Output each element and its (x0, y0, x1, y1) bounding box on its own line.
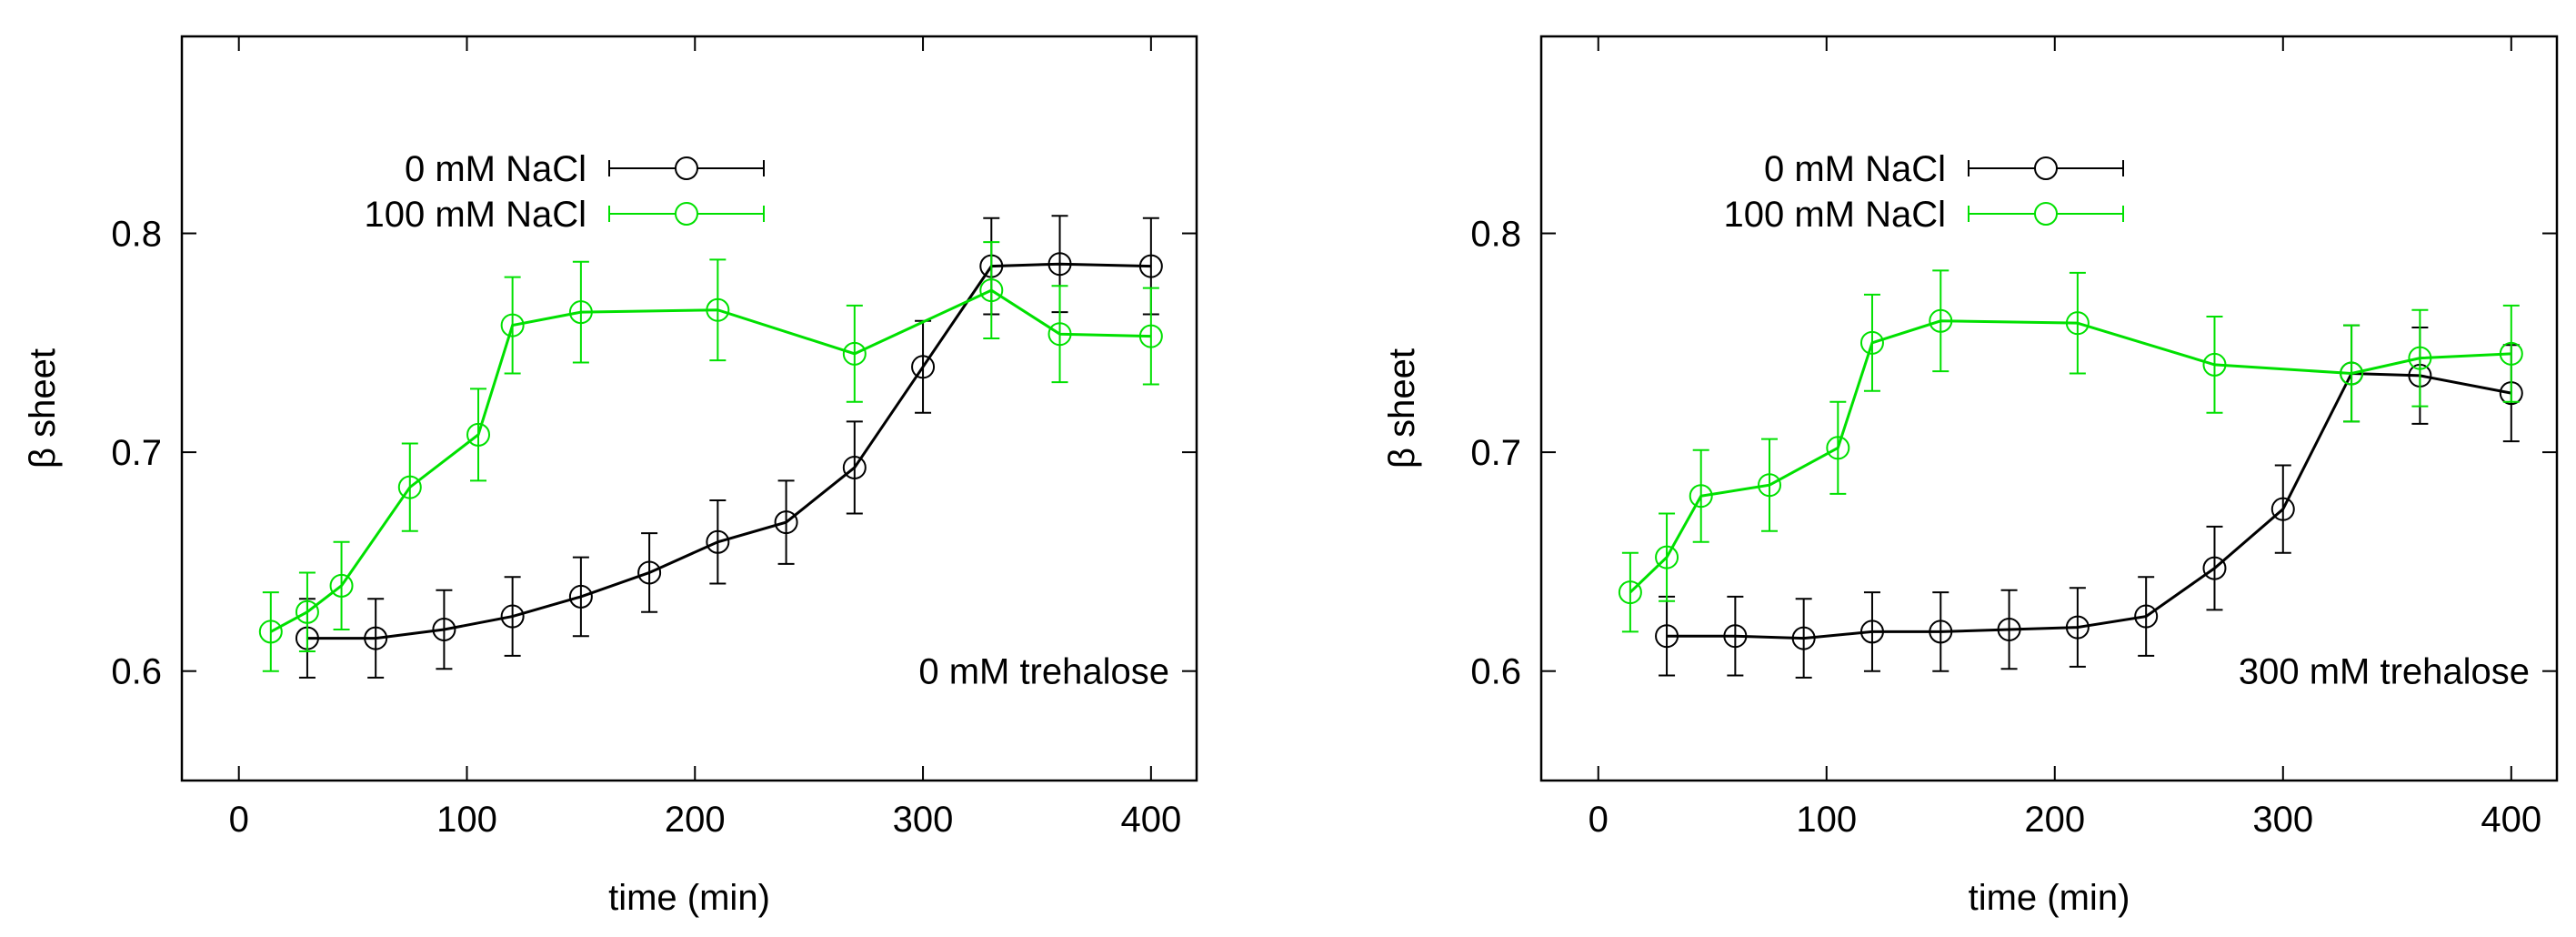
legend-label-1: 100 mM NaCl (364, 195, 586, 235)
series-0 (295, 215, 1163, 679)
series-0 (1655, 324, 2523, 679)
y-axis-label: β sheet (1382, 348, 1422, 468)
data-point (1689, 484, 1713, 509)
legend-marker (675, 202, 698, 226)
data-point (2065, 615, 2090, 640)
plot-frame (180, 35, 1198, 782)
series-line (1667, 371, 2512, 640)
legend-label-0: 0 mM NaCl (405, 149, 586, 189)
annotation-label: 300 mM trehalose (2239, 652, 2530, 692)
data-point (1791, 626, 1816, 650)
data-point (1138, 324, 1163, 348)
data-point (637, 560, 662, 585)
data-point (1859, 620, 1884, 644)
data-point (1047, 322, 1072, 347)
data-point (2202, 556, 2227, 580)
data-point (397, 475, 422, 499)
x-tick-label: 200 (2024, 800, 2085, 840)
data-point (1758, 473, 1782, 498)
data-point (706, 529, 730, 554)
chart-panel-right: 0 100 200 300 400 0.6 0.7 0.8 time (min) β sheet 3… (1382, 35, 2559, 918)
y-tick-label: 0.8 (1470, 215, 1521, 255)
y-tick-label: 0.6 (1470, 652, 1521, 692)
y-tick-label: 0.7 (111, 433, 162, 473)
data-point (500, 313, 525, 338)
data-point (329, 573, 354, 598)
data-point (432, 617, 456, 641)
legend-marker (2034, 156, 2058, 180)
x-tick-label: 200 (665, 800, 726, 840)
data-point (1929, 620, 1953, 644)
data-point (2408, 346, 2432, 370)
data-point (2270, 497, 2295, 521)
x-tick-label: 300 (2252, 800, 2313, 840)
x-axis-label: time (min) (608, 878, 770, 918)
data-point (364, 626, 388, 650)
x-tick-label: 400 (1120, 800, 1181, 840)
series-line (1629, 319, 2511, 594)
data-point (2134, 604, 2159, 629)
data-point (2202, 352, 2227, 377)
data-point (295, 599, 319, 624)
data-point (1826, 436, 1850, 460)
x-tick-label: 300 (893, 800, 954, 840)
y-tick-label: 0.8 (111, 215, 162, 255)
data-point (1655, 545, 1679, 569)
data-point (1655, 624, 1679, 649)
data-point (1047, 252, 1072, 277)
legend-label-1: 100 mM NaCl (1723, 195, 1946, 235)
data-point (466, 422, 491, 447)
data-point (1618, 580, 1642, 605)
data-point (774, 510, 798, 535)
legend-marker (675, 156, 698, 180)
annotation-label: 0 mM trehalose (918, 652, 1169, 692)
data-point (1929, 308, 1953, 333)
plot-frame (1539, 35, 2559, 782)
series-line (270, 288, 1151, 633)
y-axis-label: β sheet (23, 348, 63, 468)
data-point (2065, 311, 2090, 336)
x-tick-label: 100 (436, 800, 497, 840)
series-1 (1618, 269, 2523, 633)
x-tick-label: 400 (2481, 800, 2541, 840)
x-tick-label: 100 (1796, 800, 1857, 840)
data-point (842, 455, 867, 479)
x-axis-label: time (min) (1969, 878, 2130, 918)
data-point (568, 584, 593, 609)
data-point (2340, 361, 2364, 386)
data-point (1859, 330, 1884, 355)
legend-label-0: 0 mM NaCl (1764, 149, 1946, 189)
data-point (842, 341, 867, 366)
y-tick-label: 0.7 (1470, 433, 1521, 473)
data-point (706, 297, 730, 322)
data-point (568, 300, 593, 325)
data-point (2499, 341, 2523, 366)
data-point (1138, 254, 1163, 278)
series-line (306, 262, 1151, 640)
data-point (500, 604, 525, 629)
data-point (979, 278, 1004, 303)
legend-marker (2034, 202, 2058, 226)
data-point (258, 620, 283, 644)
data-point (1723, 624, 1748, 649)
series-1 (258, 241, 1163, 672)
data-point (911, 355, 936, 379)
data-point (1997, 617, 2021, 641)
y-tick-label: 0.6 (111, 652, 162, 692)
chart-panel-left: 0 100 200 300 400 0.6 0.7 0.8 time (min) β sheet 0… (23, 35, 1198, 918)
x-tick-label: 0 (1589, 800, 1609, 840)
x-tick-label: 0 (229, 800, 249, 840)
